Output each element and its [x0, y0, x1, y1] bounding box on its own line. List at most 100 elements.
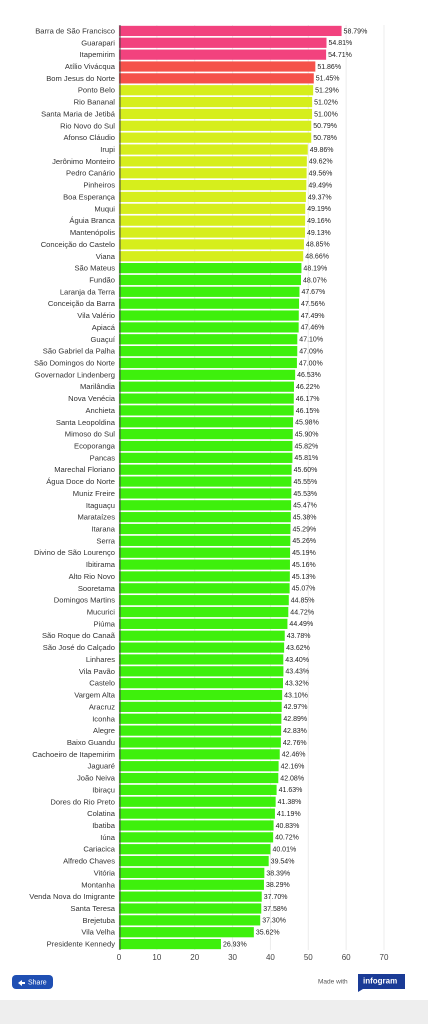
value-label: 45.47%: [293, 503, 317, 510]
value-label: 51.86%: [317, 64, 341, 71]
bar: [119, 417, 294, 428]
value-label: 45.81%: [294, 455, 318, 462]
y-tick-label: Barra de São Francisco: [35, 26, 115, 35]
y-tick-label: Domingos Martins: [54, 596, 115, 605]
bar: [119, 796, 276, 807]
y-tick-label: Mucurici: [87, 608, 116, 617]
bar: [119, 938, 221, 950]
value-label: 45.53%: [293, 491, 317, 498]
bar: [119, 535, 291, 546]
value-label: 51.00%: [314, 111, 338, 118]
value-label: 37.30%: [262, 918, 286, 925]
y-tick-label: Cachoeiro de Itapemirim: [32, 750, 115, 759]
bar: [119, 334, 298, 345]
y-tick-label: Santa Leopoldina: [56, 418, 116, 427]
y-tick-label: Montanha: [81, 880, 116, 889]
value-label: 46.53%: [297, 372, 321, 379]
value-label: 46.15%: [296, 408, 320, 415]
bar: [119, 179, 307, 191]
value-label: 42.97%: [284, 704, 308, 711]
value-label: 46.22%: [296, 384, 320, 391]
share-button-bg[interactable]: [12, 975, 53, 989]
bar: [119, 120, 312, 131]
share-button[interactable]: Share: [12, 975, 53, 989]
value-label: 43.62%: [286, 645, 310, 652]
bar: [119, 915, 261, 926]
bar: [119, 855, 269, 867]
y-tick-label: Vila Valério: [77, 311, 115, 320]
value-label: 47.46%: [301, 325, 325, 332]
y-tick-label: Marataízes: [77, 513, 115, 522]
bar: [119, 61, 316, 72]
bar: [119, 772, 279, 784]
value-label: 42.46%: [282, 752, 306, 759]
value-label: 49.37%: [308, 194, 332, 201]
value-label: 48.19%: [303, 265, 327, 272]
bar: [119, 512, 291, 523]
value-label: 45.82%: [294, 443, 318, 450]
bar: [119, 927, 254, 938]
value-label: 50.78%: [313, 135, 337, 142]
value-label: 41.19%: [277, 811, 301, 818]
value-label: 42.08%: [280, 775, 304, 782]
y-tick-label: Iúna: [100, 833, 116, 842]
bar: [119, 547, 291, 558]
x-tick-label: 20: [190, 953, 199, 962]
brand-bg[interactable]: [358, 974, 405, 992]
value-label: 45.29%: [292, 526, 316, 533]
x-tick-label: 50: [304, 953, 313, 962]
x-tick-label: 0: [117, 953, 122, 962]
bar: [119, 654, 284, 665]
bar: [119, 666, 284, 677]
bar: [119, 595, 289, 606]
value-label: 49.49%: [308, 182, 332, 189]
value-label: 51.29%: [315, 88, 339, 95]
share-label[interactable]: Share: [28, 979, 47, 986]
bar: [119, 571, 290, 582]
y-tick-label: Afonso Cláudio: [63, 133, 115, 142]
y-tick-label: Pancas: [90, 453, 116, 462]
brand-name[interactable]: infogram: [363, 977, 397, 986]
y-tick-label: Aracruz: [89, 702, 115, 711]
value-label: 47.09%: [299, 348, 323, 355]
bar: [119, 191, 306, 203]
brand-logo[interactable]: infogram: [358, 974, 405, 992]
y-tick-label: Anchieta: [85, 406, 115, 415]
x-tick-label: 40: [266, 953, 275, 962]
y-tick-label: São José do Calçado: [43, 643, 115, 652]
y-tick-label: Castelo: [89, 679, 115, 688]
bar: [119, 903, 262, 914]
y-tick-label: Bom Jesus do Norte: [46, 74, 115, 83]
value-label: 42.76%: [283, 740, 307, 747]
value-label: 49.56%: [309, 171, 333, 178]
y-tick-label: Santa Maria de Jetibá: [41, 109, 116, 118]
y-tick-label: Viana: [96, 252, 116, 261]
y-tick-label: Colatina: [87, 809, 116, 818]
y-tick-label: Itaguaçu: [86, 501, 115, 510]
y-tick-label: Serra: [96, 536, 115, 545]
value-label: 45.26%: [292, 538, 316, 545]
bar: [119, 85, 314, 96]
y-tick-label: Conceição da Barra: [48, 299, 116, 308]
y-tick-label: Irupi: [100, 145, 115, 154]
x-tick-label: 10: [152, 953, 161, 962]
value-label: 26.93%: [223, 941, 247, 948]
value-label: 49.13%: [307, 230, 331, 237]
bar: [119, 867, 265, 879]
value-label: 48.66%: [305, 254, 329, 261]
value-label: 47.00%: [299, 360, 323, 367]
value-label: 46.17%: [296, 396, 320, 403]
value-label: 45.16%: [292, 562, 316, 569]
value-label: 54.71%: [328, 52, 352, 59]
y-tick-label: São Gabriel da Palha: [43, 347, 116, 356]
y-tick-label: Santa Teresa: [70, 904, 115, 913]
y-tick-label: Presidente Kennedy: [47, 940, 116, 949]
y-tick-label: Apiacá: [92, 323, 116, 332]
page-bottom: [0, 1000, 428, 1024]
y-tick-label: Cariacica: [83, 845, 115, 854]
value-label: 42.89%: [283, 716, 307, 723]
bar: [119, 642, 285, 653]
value-label: 47.67%: [301, 289, 325, 296]
value-label: 44.85%: [291, 598, 315, 605]
